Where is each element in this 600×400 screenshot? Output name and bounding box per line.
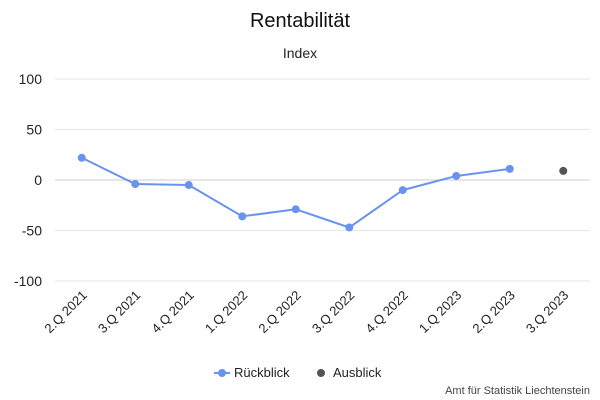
data-point[interactable] <box>238 212 247 221</box>
grid <box>55 78 590 282</box>
data-point[interactable] <box>77 153 86 162</box>
y-tick-label: 0 <box>34 172 42 188</box>
x-tick-label: 1.Q 2022 <box>202 288 250 336</box>
x-tick-label: 3.Q 2023 <box>523 288 571 336</box>
x-tick-label: 4.Q 2022 <box>362 288 410 336</box>
x-tick-label: 2.Q 2023 <box>469 288 517 336</box>
data-point[interactable] <box>291 205 300 214</box>
data-point[interactable] <box>345 223 354 232</box>
legend: Rückblick Ausblick <box>214 365 382 380</box>
x-tick-label: 1.Q 2023 <box>416 288 464 336</box>
y-axis-ticks: 100 50 0 -50 -100 <box>14 71 42 289</box>
x-tick-label: 3.Q 2021 <box>95 288 143 336</box>
data-point[interactable] <box>184 181 193 190</box>
x-axis-ticks: 2.Q 2021 3.Q 2021 4.Q 2021 1.Q 2022 2.Q 2022… <box>41 288 571 336</box>
y-tick-label: 100 <box>19 71 43 87</box>
legend-label-rueckblick: Rückblick <box>234 365 290 380</box>
data-point[interactable] <box>398 186 407 195</box>
series-line <box>81 156 510 229</box>
x-tick-label: 2.Q 2021 <box>41 288 89 336</box>
legend-item-ausblick[interactable]: Ausblick <box>317 365 382 380</box>
data-point[interactable] <box>452 171 461 180</box>
legend-item-rueckblick[interactable]: Rückblick <box>214 365 290 380</box>
x-tick-label: 2.Q 2022 <box>255 288 303 336</box>
legend-label-ausblick: Ausblick <box>333 365 382 380</box>
legend-marker-rueckblick <box>218 369 226 377</box>
chart-subtitle: Index <box>283 45 317 61</box>
data-point[interactable] <box>559 166 568 175</box>
series <box>77 153 568 232</box>
x-tick-label: 4.Q 2021 <box>148 288 196 336</box>
credit-text: Amt für Statistik Liechtenstein <box>445 385 590 397</box>
x-tick-label: 3.Q 2022 <box>309 288 357 336</box>
data-point[interactable] <box>131 180 140 189</box>
legend-marker-ausblick <box>317 369 325 377</box>
chart-title: Rentabilität <box>250 10 351 32</box>
data-point[interactable] <box>505 164 514 173</box>
y-tick-label: -100 <box>14 273 42 289</box>
y-tick-label: -50 <box>22 223 42 239</box>
y-tick-label: 50 <box>26 122 42 138</box>
